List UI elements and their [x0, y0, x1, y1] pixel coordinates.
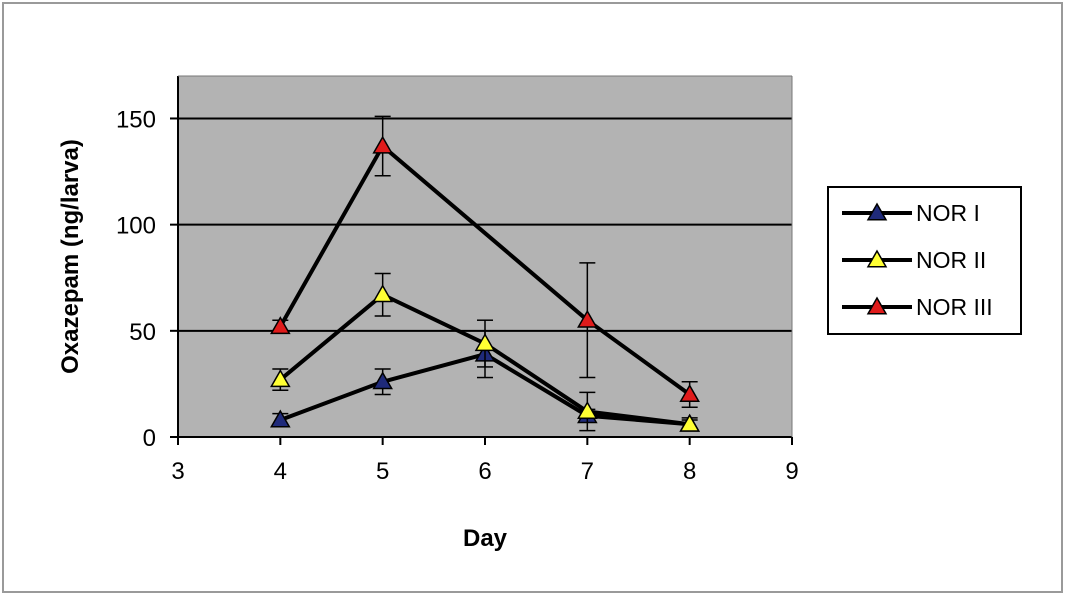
x-tick-label-3: 3: [171, 458, 184, 485]
x-tick-label-6: 6: [478, 458, 491, 485]
y-tick-label-50: 50: [129, 319, 156, 346]
series-3: [270, 115, 700, 409]
x-tick-label-9: 9: [785, 458, 798, 485]
legend-label: NOR I: [916, 200, 980, 226]
x-tick-label-8: 8: [683, 458, 696, 485]
data-point-marker: [577, 401, 598, 420]
legend-marker: [866, 296, 888, 315]
x-tick-label-4: 4: [274, 458, 287, 485]
data-point-marker: [372, 371, 393, 390]
series-line-3: [278, 142, 691, 397]
legend-label: NOR III: [916, 294, 993, 320]
x-tick-label-5: 5: [376, 458, 389, 485]
y-tick-label-150: 150: [116, 106, 156, 133]
series-layer: [270, 115, 700, 432]
series-2: [270, 272, 700, 432]
legend-item-1: NOR I: [842, 200, 980, 226]
legend-item-2: NOR II: [842, 247, 986, 273]
x-axis-ticks: 3 4 5 6 7 8 9: [171, 437, 799, 485]
legend-marker: [866, 202, 888, 221]
plot-area: [178, 76, 792, 437]
legend-item-3: NOR III: [842, 294, 993, 320]
data-point-marker: [679, 384, 700, 403]
data-point-marker: [270, 316, 291, 335]
data-point-marker: [372, 135, 393, 154]
y-axis-title: Oxazepam (ng/larva): [57, 139, 84, 374]
legend-label: NOR II: [916, 247, 986, 273]
x-axis-title: Day: [463, 525, 508, 552]
y-tick-label-0: 0: [143, 425, 156, 452]
data-point-marker: [270, 369, 291, 388]
legend-marker: [866, 249, 888, 268]
data-point-marker: [372, 284, 393, 303]
y-axis-ticks: 0 50 100 150: [116, 106, 178, 452]
data-point-marker: [270, 409, 291, 428]
legend: NOR I NOR II NOR III: [827, 186, 1022, 335]
data-point-marker: [679, 413, 700, 432]
y-tick-label-100: 100: [116, 213, 156, 240]
x-tick-label-7: 7: [581, 458, 594, 485]
data-point-marker: [474, 333, 496, 352]
data-point-marker: [577, 309, 598, 328]
